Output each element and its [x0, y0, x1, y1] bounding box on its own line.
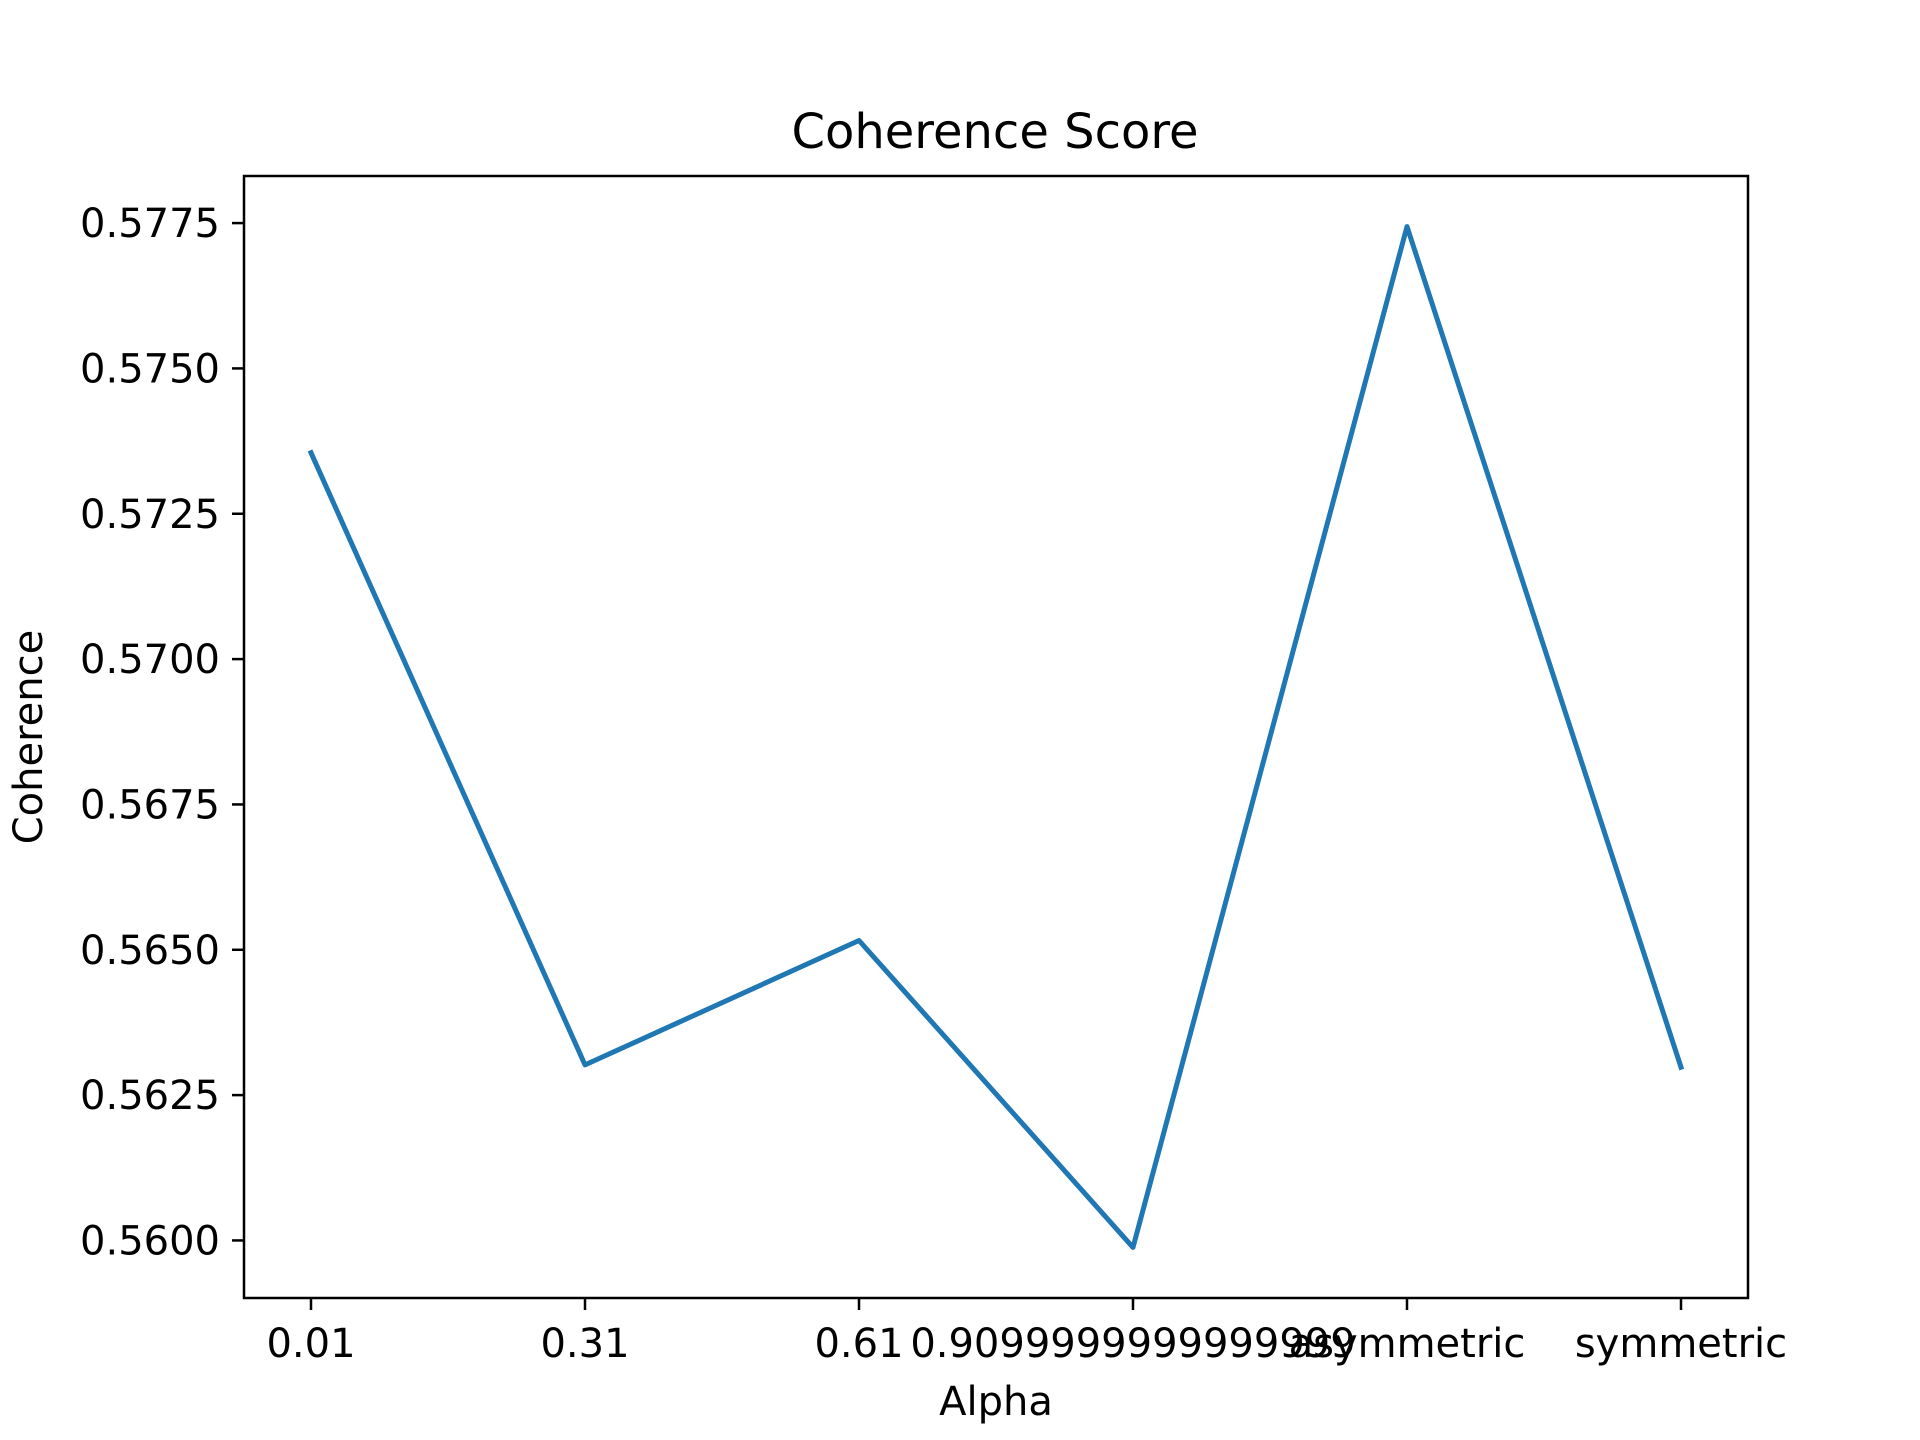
chart-title: Coherence Score	[791, 104, 1198, 160]
y-tick-label: 0.5775	[80, 201, 220, 247]
y-axis-label: Coherence	[6, 630, 52, 845]
x-tick-label: 0.01	[266, 1321, 355, 1367]
x-tick-label: symmetric	[1575, 1321, 1787, 1367]
x-tick-label: asymmetric	[1289, 1321, 1526, 1367]
x-tick-label: 0.9099999999999999	[910, 1321, 1355, 1367]
plot-frame	[242, 174, 1750, 1300]
x-axis-ticks: 0.01 0.31 0.61 0.9099999999999999asymmetric…	[266, 1298, 1787, 1367]
y-tick-label: 0.5650	[80, 928, 220, 974]
y-tick-label: 0.5600	[80, 1218, 220, 1264]
y-tick-label: 0.5725	[80, 492, 220, 538]
x-tick-label: 0.61	[814, 1321, 903, 1367]
y-tick-label: 0.5700	[80, 637, 220, 683]
x-tick-label: 0.31	[540, 1321, 629, 1367]
y-tick-label: 0.5750	[80, 346, 220, 392]
y-tick-label: 0.5675	[80, 782, 220, 828]
x-axis-label: Alpha	[939, 1379, 1053, 1425]
y-tick-label: 0.5625	[80, 1073, 220, 1119]
y-axis-ticks: 0.5600 0.5625 0.5650 0.5675 0.5700 0.5725 0.57…	[80, 201, 244, 1264]
series-line-coherence	[307, 224, 1685, 1250]
